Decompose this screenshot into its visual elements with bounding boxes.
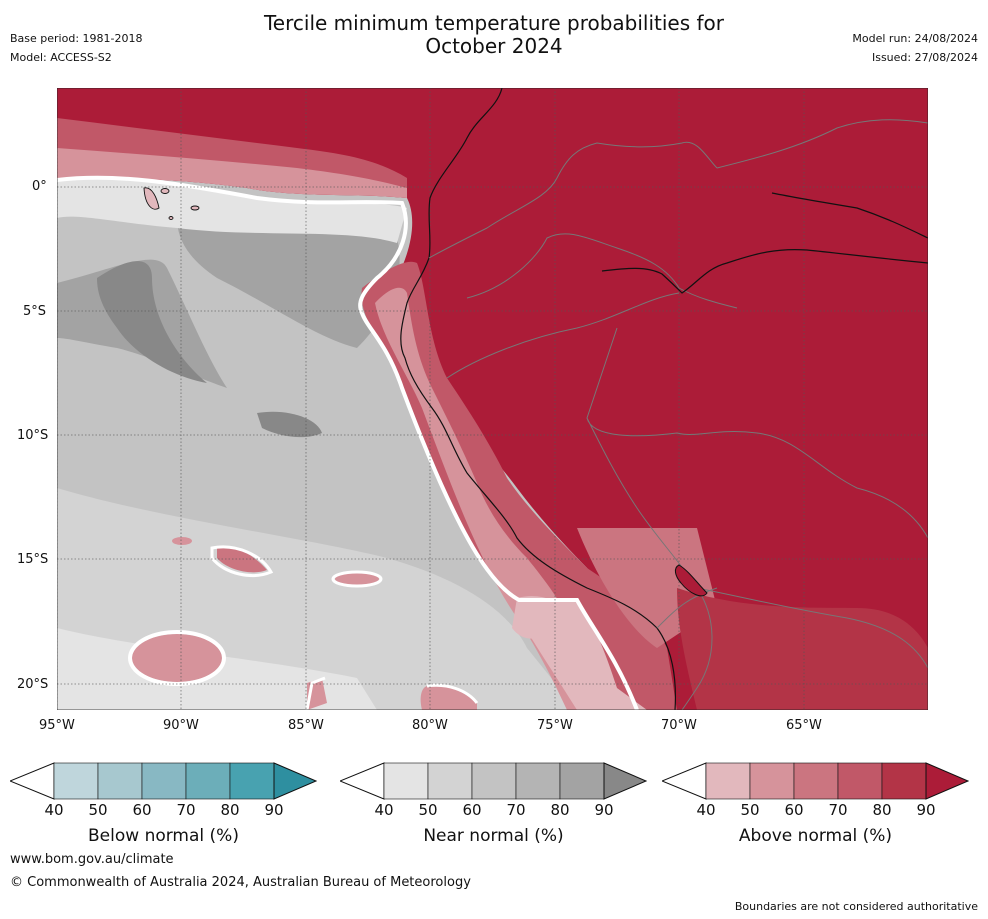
near-tick-90: 90: [594, 801, 614, 819]
website-link[interactable]: www.bom.gov.au/climate: [10, 852, 174, 867]
lake-titicaca: [674, 564, 708, 597]
lon-label-85w: 85°W: [288, 718, 324, 733]
above-normal-patch-6: [420, 685, 477, 710]
near-normal-90-region: [97, 261, 207, 383]
above-tick-90: 90: [916, 801, 936, 819]
near-tick-60: 60: [462, 801, 482, 819]
lon-label-75w: 75°W: [537, 718, 573, 733]
lon-label-70w: 70°W: [661, 718, 697, 733]
above-normal-70-coastal: [361, 261, 677, 710]
lon-label-80w: 80°W: [412, 718, 448, 733]
above-normal-patch-3: [335, 573, 379, 585]
boundary-patch-2: [210, 545, 274, 577]
northern-river: [771, 192, 928, 239]
issued-text: Issued: 27/08/2024: [871, 51, 978, 64]
below-tick-40: 40: [44, 801, 64, 819]
lat-label-15s: 15°S: [17, 552, 49, 567]
map-title: Tercile minimum temperature probabilitie…: [0, 12, 988, 58]
boundary-patch-6: [426, 683, 479, 704]
amazon-river: [601, 249, 928, 294]
probability-map: [57, 88, 928, 710]
boundary-patch-3: [331, 570, 383, 588]
near-tick-50: 50: [418, 801, 438, 819]
disclaimer-text: Boundaries are not considered authoritat…: [734, 900, 978, 913]
above-tick-60: 60: [784, 801, 804, 819]
title-line-1: Tercile minimum temperature probabilitie…: [263, 11, 725, 35]
near-tick-80: 80: [550, 801, 570, 819]
above-tick-40: 40: [696, 801, 716, 819]
above-normal-patch-2: [217, 545, 267, 573]
map-graticule: [57, 88, 928, 710]
near-normal-80-central: [177, 214, 400, 348]
boundary-patch-5: [305, 676, 326, 710]
near-normal-90-patch: [257, 411, 322, 438]
lon-label-65w: 65°W: [786, 718, 822, 733]
above-normal-50-band: [57, 148, 407, 198]
below-tick-50: 50: [88, 801, 108, 819]
below-tick-90: 90: [264, 801, 284, 819]
copyright-text: © Commonwealth of Australia 2024, Austra…: [10, 875, 471, 890]
above-normal-colorbar: [662, 762, 969, 800]
lat-label-10s: 10°S: [17, 428, 49, 443]
above-tick-50: 50: [740, 801, 760, 819]
above-tick-70: 70: [828, 801, 848, 819]
lat-label-20s: 20°S: [17, 677, 49, 692]
lon-label-90w: 90°W: [163, 718, 199, 733]
above-normal-patch-1: [132, 634, 222, 682]
boundary-line-north: [57, 175, 408, 314]
lon-label-95w: 95°W: [39, 718, 75, 733]
base-period-text: Base period: 1981-2018: [10, 32, 143, 45]
lat-label-0: 0°: [32, 179, 47, 194]
above-normal-80-south: [677, 588, 928, 710]
near-normal-label: Near normal (%): [423, 826, 564, 846]
near-normal-colorbar: [340, 762, 647, 800]
below-tick-60: 60: [132, 801, 152, 819]
below-normal-label: Below normal (%): [88, 826, 239, 846]
boundary-line-coastal: [360, 312, 639, 710]
galapagos-islands: [143, 187, 200, 220]
model-run-text: Model run: 24/08/2024: [852, 32, 978, 45]
below-normal-colorbar: [10, 762, 317, 800]
title-line-2: October 2024: [425, 34, 563, 58]
near-tick-40: 40: [374, 801, 394, 819]
above-normal-90-region: [57, 88, 928, 710]
above-normal-label: Above normal (%): [738, 826, 893, 846]
model-text: Model: ACCESS-S2: [10, 51, 112, 64]
above-normal-patch-4: [172, 537, 192, 545]
above-normal-40-southern: [517, 600, 647, 710]
below-tick-70: 70: [176, 801, 196, 819]
near-tick-70: 70: [506, 801, 526, 819]
coastline: [400, 88, 676, 710]
lat-label-5s: 5°S: [23, 304, 47, 319]
below-tick-80: 80: [220, 801, 240, 819]
above-tick-80: 80: [872, 801, 892, 819]
